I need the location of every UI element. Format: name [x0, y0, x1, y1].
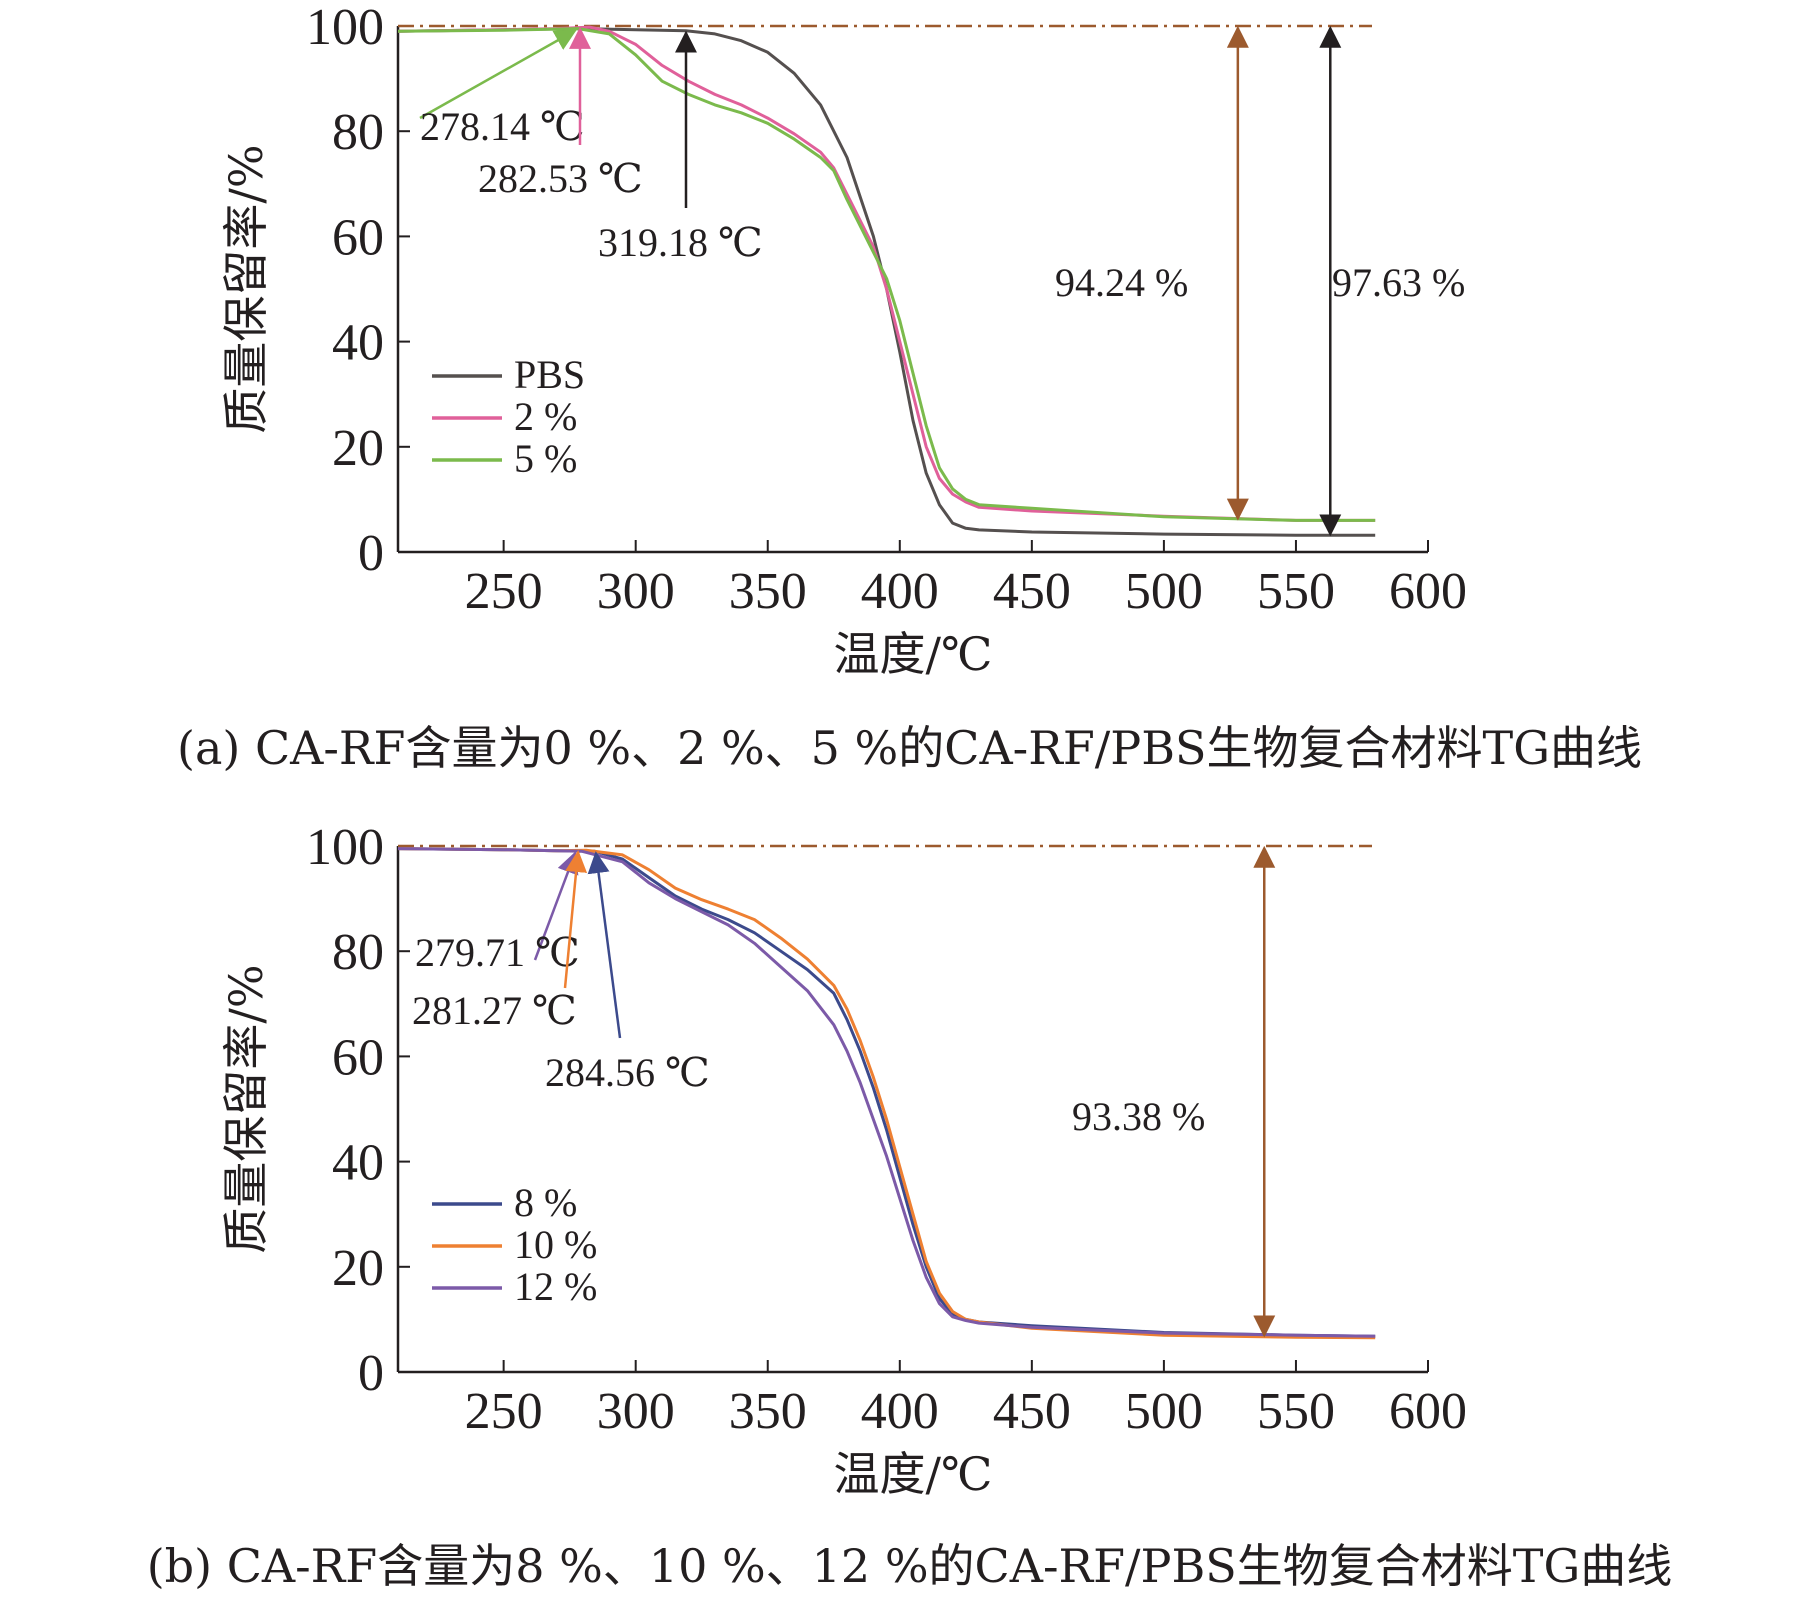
y-tick-label: 40	[332, 1135, 384, 1192]
x-tick-label: 500	[1125, 1383, 1203, 1440]
y-tick-label: 0	[358, 1345, 384, 1402]
onset-arrow	[587, 851, 622, 1039]
chart-a: 250 300 350 400 450 500 550 600 0 20 40 60 80 100 温度/℃…	[219, 0, 1467, 681]
series-line-12	[397, 847, 1376, 1338]
mass-loss-label: 97.63 %	[1332, 260, 1465, 305]
x-tick-label: 300	[597, 1383, 675, 1440]
onset-label: 279.71 ℃	[415, 930, 580, 975]
chart-b: 250 300 350 400 450 500 550 600 0 20 40 60 80 100 温度/℃…	[219, 819, 1467, 1501]
x-tick-label: 600	[1389, 563, 1467, 620]
mass-loss-label: 93.38 %	[1072, 1094, 1205, 1139]
y-tick-label: 80	[332, 924, 384, 981]
x-axis-title: 温度/℃	[834, 1447, 993, 1501]
onset-label: 281.27 ℃	[412, 988, 577, 1033]
x-tick-label: 450	[993, 563, 1071, 620]
onset-label: 278.14 ℃	[420, 104, 585, 149]
x-tick-label: 250	[465, 1383, 543, 1440]
onset-label: 282.53 ℃	[478, 156, 643, 201]
x-tick-label: 350	[729, 1383, 807, 1440]
y-tick-label: 60	[332, 1029, 384, 1086]
x-tick-label: 400	[861, 563, 939, 620]
legend-label-12: 12 %	[514, 1264, 597, 1309]
y-tick-label: 60	[332, 209, 384, 266]
panel-a: 250 300 350 400 450 500 550 600 0 20 40 60 80 100 温度/℃…	[0, 0, 1819, 800]
series-line-2	[397, 25, 1376, 522]
y-tick-label: 20	[332, 420, 384, 477]
legend-label-2: 2 %	[514, 394, 577, 439]
x-tick-label: 500	[1125, 563, 1203, 620]
y-tick-label: 80	[332, 104, 384, 161]
y-axis-title: 质量保留率/%	[219, 144, 273, 433]
legend-label-10: 10 %	[514, 1222, 597, 1267]
y-tick-label: 100	[306, 819, 384, 876]
x-tick-label: 250	[465, 563, 543, 620]
legend-label-5: 5 %	[514, 436, 577, 481]
mass-loss-label: 94.24 %	[1055, 260, 1188, 305]
panel-b: 250 300 350 400 450 500 550 600 0 20 40 60 80 100 温度/℃…	[0, 819, 1819, 1609]
y-tick-label: 20	[332, 1240, 384, 1297]
series-line-5	[397, 27, 1376, 522]
onset-label: 319.18 ℃	[598, 220, 763, 265]
caption-b: (b) CA-RF含量为8 %、10 %、12 %的CA-RF/PBS生物复合材…	[146, 1539, 1673, 1593]
caption-a: (a) CA-RF含量为0 %、2 %、5 %的CA-RF/PBS生物复合材料T…	[177, 721, 1642, 775]
x-tick-label: 450	[993, 1383, 1071, 1440]
legend-label-8: 8 %	[514, 1180, 577, 1225]
x-tick-label: 550	[1257, 563, 1335, 620]
onset-label: 284.56 ℃	[545, 1050, 710, 1095]
onset-arrow	[563, 850, 588, 989]
y-tick-label: 40	[332, 315, 384, 372]
y-axis-title: 质量保留率/%	[219, 964, 273, 1253]
y-tick-label: 100	[306, 0, 384, 56]
onset-arrow	[419, 29, 577, 120]
x-tick-label: 350	[729, 563, 807, 620]
x-tick-label: 300	[597, 563, 675, 620]
x-tick-label: 600	[1389, 1383, 1467, 1440]
y-tick-label: 0	[358, 525, 384, 582]
x-tick-label: 400	[861, 1383, 939, 1440]
x-axis-title: 温度/℃	[834, 627, 993, 681]
x-tick-label: 550	[1257, 1383, 1335, 1440]
legend-label-pbs: PBS	[514, 352, 585, 397]
